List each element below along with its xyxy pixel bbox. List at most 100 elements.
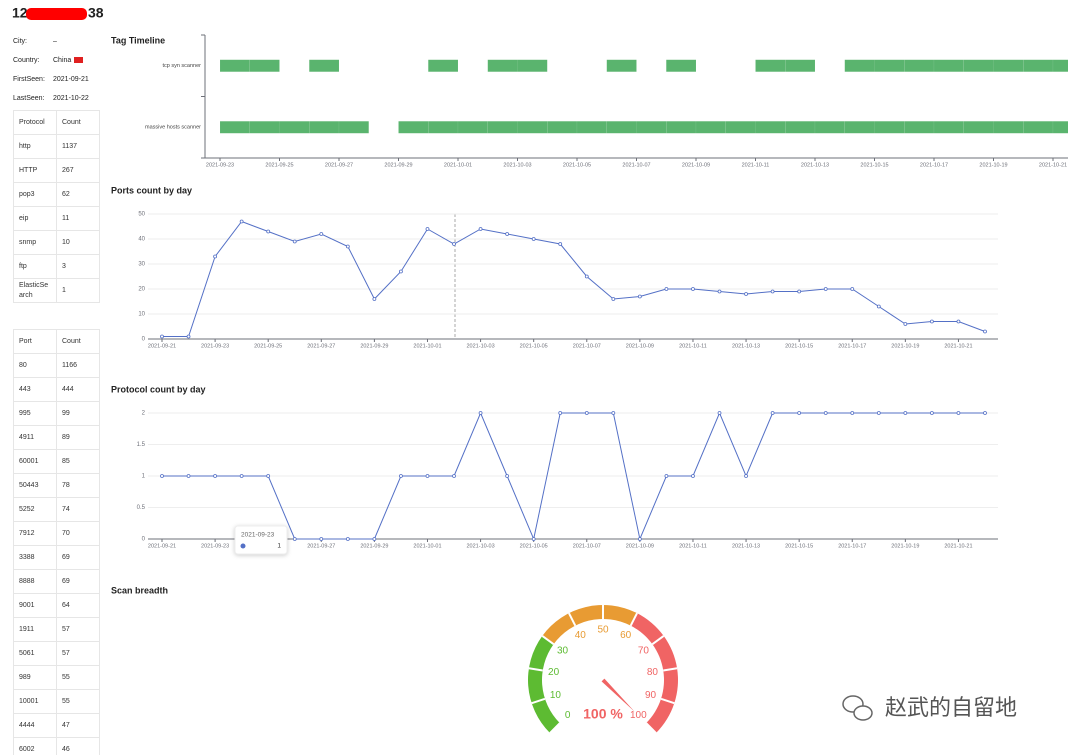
cell: HTTP: [13, 158, 57, 183]
cell: 1166: [56, 353, 100, 378]
y-tick-label: 2: [142, 411, 146, 417]
cell: 5061: [13, 641, 57, 666]
timeline-cell: [636, 121, 667, 134]
cell: 50443: [13, 473, 57, 498]
timeline-cell: [279, 121, 310, 134]
point: [983, 329, 987, 334]
timeline-cell: [309, 121, 340, 134]
info-value: 2021-09-21: [53, 76, 89, 83]
cell: 99: [56, 401, 100, 426]
cell: 60001: [13, 449, 57, 474]
point: [505, 232, 510, 236]
timeline-cell: [904, 121, 935, 134]
watermark: 赵武的自留地: [885, 695, 1017, 720]
x-tick-label: 2021-10-13: [732, 543, 760, 549]
title-start: 12: [12, 5, 28, 21]
cell: http: [13, 134, 57, 159]
line: [162, 220, 986, 337]
x-tick-label: 2021-10-07: [622, 162, 650, 168]
cell: ElasticSearch: [13, 278, 57, 303]
timeline-cell: [755, 59, 786, 72]
timeline-cell: [814, 121, 845, 134]
x-tick-label: 2021-10-13: [801, 162, 829, 168]
x-tick-label: 2021-10-05: [520, 543, 548, 549]
cell: 444: [56, 377, 100, 402]
x-tick-label: 2021-09-25: [254, 343, 282, 349]
chart-title: Tag Timeline: [111, 35, 165, 45]
timeline-cell: [249, 59, 280, 72]
x-tick-label: 2021-10-07: [573, 543, 601, 549]
point: [531, 537, 536, 541]
timeline-cell: [398, 121, 429, 134]
point: [903, 411, 908, 415]
x-tick-label: 2021-09-23: [201, 543, 229, 549]
x-tick-label: 2021-09-23: [201, 343, 229, 349]
gauge-tick-label: 70: [638, 645, 650, 656]
point: [531, 237, 536, 241]
tooltip-box: [234, 525, 288, 555]
table-row: 7912 70: [13, 521, 100, 546]
cell: 85: [56, 449, 100, 474]
table-row: 995 99: [13, 401, 100, 426]
gauge-value: 100 %: [583, 706, 623, 722]
timeline-cell: [487, 121, 518, 134]
x-tick-label: 2021-10-19: [891, 343, 919, 349]
x-tick-label: 2021-10-03: [503, 162, 531, 168]
point: [823, 411, 828, 415]
point: [372, 537, 377, 541]
x-tick-label: 2021-09-27: [325, 162, 353, 168]
x-tick-label: 2021-09-21: [148, 543, 176, 549]
point: [213, 254, 217, 259]
point: [770, 289, 775, 294]
timeline-cell: [1052, 121, 1068, 134]
timeline-cell: [874, 121, 905, 134]
point: [478, 227, 483, 231]
cell: 4444: [13, 713, 57, 738]
x-tick-label: 2021-10-19: [891, 543, 919, 549]
y-tick-label: massive hosts scanner: [145, 125, 201, 131]
header-cell: Protocol: [13, 110, 57, 135]
point: [903, 322, 908, 326]
timeline-cell: [993, 59, 1024, 72]
point: [664, 287, 669, 291]
timeline-cell: [963, 59, 994, 72]
point: [637, 537, 642, 541]
cell: 46: [56, 737, 100, 755]
flag: [74, 57, 83, 63]
cell: 5252: [13, 497, 57, 522]
timeline-cell: [666, 121, 697, 134]
timeline-cell: [666, 59, 697, 72]
line: [162, 411, 985, 541]
timeline-cell: [517, 59, 548, 72]
cell: 267: [56, 158, 100, 183]
y-tick-label: 1: [142, 474, 146, 480]
x-tick-label: 2021-10-11: [742, 162, 770, 168]
table-row: 10001 55: [13, 689, 100, 714]
gauge-tick: [660, 697, 675, 705]
timeline-cell: [249, 121, 280, 134]
timeline-cell: [755, 121, 786, 134]
cell: 8888: [13, 569, 57, 594]
timeline-cell: [338, 121, 369, 134]
point: [744, 474, 748, 478]
point: [664, 474, 669, 478]
gauge-tick-label: 30: [557, 645, 569, 656]
y-tick-label: 1.5: [137, 442, 146, 448]
cell: 74: [56, 497, 100, 522]
x-tick-label: 2021-10-09: [682, 162, 710, 168]
gauge-tick: [663, 667, 678, 672]
x-tick-label: 2021-10-15: [785, 543, 813, 549]
point: [797, 411, 802, 415]
point: [956, 319, 961, 324]
redaction: [26, 8, 87, 20]
x-tick-label: 2021-10-19: [979, 162, 1007, 168]
table-header: Protocol Count: [13, 110, 100, 135]
gauge-tick-label: 90: [645, 690, 657, 701]
point: [717, 411, 722, 415]
timeline-cell: [457, 121, 488, 134]
x-tick-label: 2021-10-07: [573, 343, 601, 349]
y-tick-label: 30: [138, 262, 145, 268]
y-tick-label: 20: [138, 287, 145, 293]
